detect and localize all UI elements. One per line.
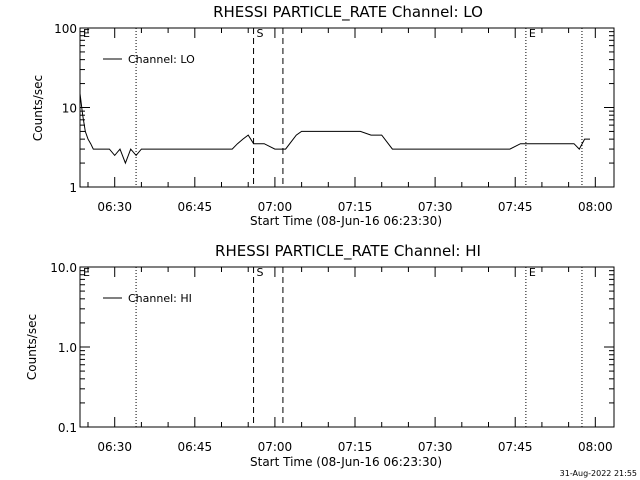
x-tick-label: 07:30: [418, 440, 453, 454]
plot-frame-lo: [79, 27, 615, 188]
x-axis-label-hi: Start Time (08-Jun-16 06:23:30): [250, 455, 442, 469]
y-tick-label: 1: [69, 181, 77, 195]
x-tick-label: 06:45: [178, 440, 213, 454]
marks-lo: 1 10 100 06:30 06:45 07:00 07:15 07:30 07:45 08:0…: [54, 22, 614, 214]
x-tick-label: 07:15: [338, 440, 373, 454]
x-axis-label-lo: Start Time (08-Jun-16 06:23:30): [250, 214, 442, 228]
x-tick-label: 06:30: [97, 200, 132, 214]
x-tick-label: 07:00: [258, 200, 293, 214]
annotation-label: E: [529, 27, 536, 40]
annotation-label: E: [83, 266, 90, 279]
plot-frame-hi: [79, 266, 615, 428]
y-tick-label: 10.0: [50, 261, 77, 275]
legend-lo: Channel: LO: [103, 53, 195, 66]
x-tick-label: 06:30: [97, 440, 132, 454]
y-axis-label-lo: Counts/sec: [31, 75, 45, 141]
x-tick-label: 08:00: [578, 440, 613, 454]
x-tick-label: 07:45: [498, 200, 533, 214]
annotation-label: E: [83, 27, 90, 40]
y-axis-label-hi: Counts/sec: [25, 314, 39, 380]
y-tick-label: 10: [62, 102, 77, 116]
legend-label-hi: Channel: HI: [128, 292, 192, 305]
marks-hi: 0.1 1.0 10.0 06:30 06:45 07:00 07:15 07:30 07:45…: [50, 261, 614, 454]
panel-title-hi: RHESSI PARTICLE_RATE Channel: HI: [215, 242, 481, 261]
x-tick-label: 07:30: [418, 200, 453, 214]
y-tick-label: 100: [54, 22, 77, 36]
y-tick-label: 0.1: [58, 421, 77, 435]
x-tick-label: 07:45: [498, 440, 533, 454]
x-tick-label: 07:00: [258, 440, 293, 454]
panel-title-lo: RHESSI PARTICLE_RATE Channel: LO: [213, 3, 483, 22]
annotation-label: S: [257, 266, 264, 279]
x-tick-label: 07:15: [338, 200, 373, 214]
series-line: [79, 93, 590, 165]
hi-channel-panel: RHESSI PARTICLE_RATE Channel: HI Counts/…: [25, 242, 615, 469]
x-tick-label: 06:45: [178, 200, 213, 214]
legend-label-lo: Channel: LO: [128, 53, 195, 66]
y-tick-label: 1.0: [58, 341, 77, 355]
legend-hi: Channel: HI: [103, 292, 192, 305]
x-tick-label: 08:00: [578, 200, 613, 214]
lo-channel-panel: RHESSI PARTICLE_RATE Channel: LO Counts/…: [31, 3, 615, 228]
annotation-label: E: [529, 266, 536, 279]
footer-timestamp: 31-Aug-2022 21:55: [560, 469, 637, 478]
annotation-label: S: [257, 27, 264, 40]
